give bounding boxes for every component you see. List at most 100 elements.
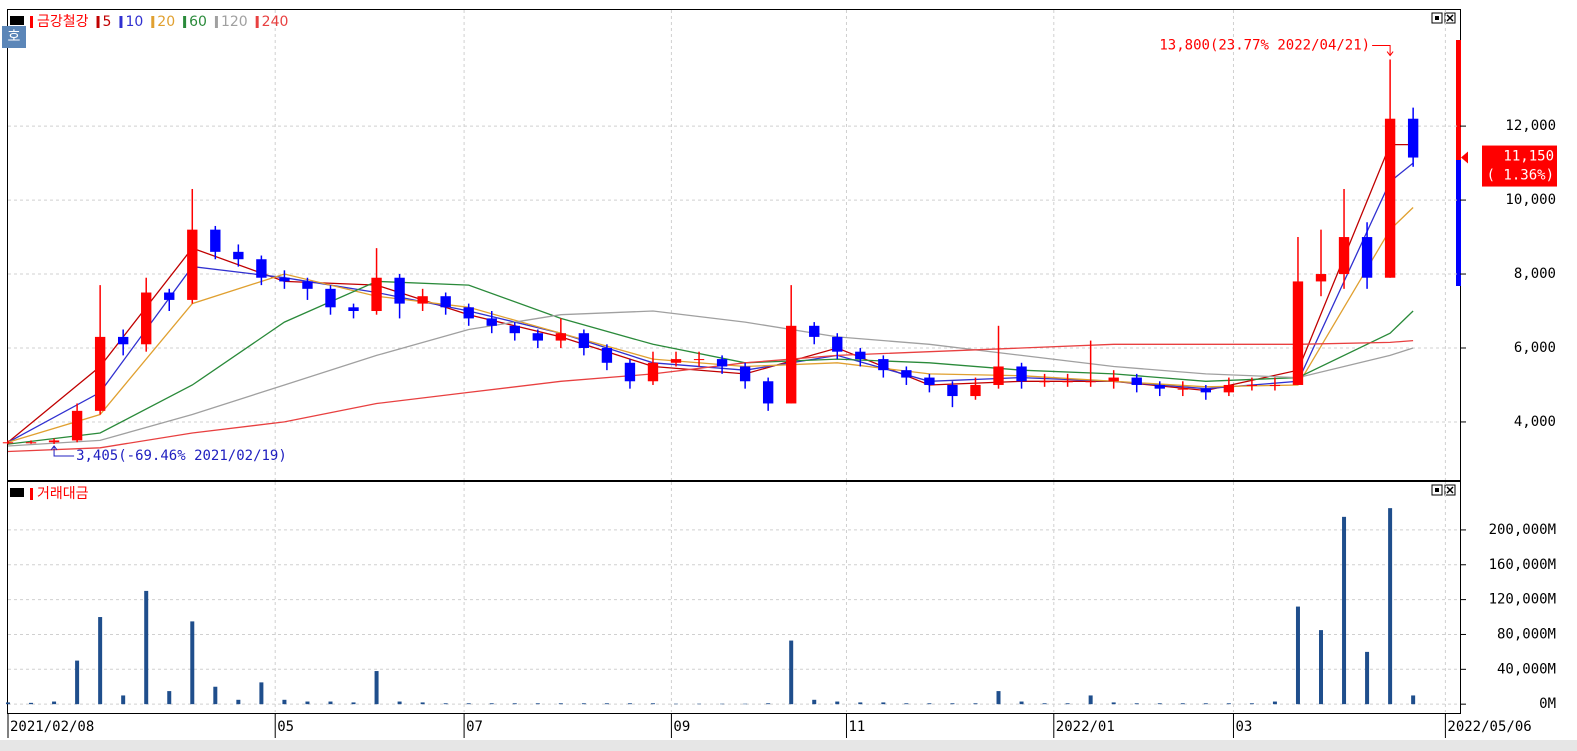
y-tick-label: 8,000 <box>1514 266 1556 282</box>
volume-bar <box>789 640 794 705</box>
annotation-arrow <box>1372 45 1394 57</box>
candle-body <box>1361 237 1373 278</box>
candle-body <box>901 370 912 378</box>
candle-body <box>463 307 474 319</box>
volume-bar <box>927 703 932 705</box>
candle-body <box>1200 388 1212 393</box>
volume-bar <box>535 703 540 705</box>
candle-body <box>878 359 889 371</box>
candle-body <box>348 307 359 312</box>
volume-bar <box>1319 630 1324 705</box>
panel-icon <box>10 16 24 25</box>
candle-body <box>417 296 428 304</box>
volume-bar <box>236 699 241 705</box>
volume-bar <box>1157 703 1162 705</box>
range-indicator-down <box>1456 160 1461 286</box>
candle-body <box>970 384 981 397</box>
volume-bar <box>397 701 402 705</box>
volume-bar <box>904 703 909 705</box>
volume-bar <box>881 702 886 705</box>
candle-body <box>1039 381 1050 383</box>
side-button-label[interactable]: 호 <box>8 29 21 45</box>
volume-bar <box>29 702 34 705</box>
candle-body <box>555 333 567 341</box>
minimize-icon <box>1435 16 1439 20</box>
volume-bar <box>996 691 1001 705</box>
volume-bar <box>697 703 702 705</box>
volume-bar <box>812 699 817 705</box>
legend-swatch <box>255 16 259 28</box>
candle-body <box>509 325 520 334</box>
candle-body <box>1223 384 1235 393</box>
range-indicator-up <box>1456 40 1461 160</box>
candle-body <box>48 440 60 443</box>
legend-swatch <box>151 16 155 28</box>
candle-body <box>1292 281 1304 385</box>
annotation-arrow <box>50 445 75 457</box>
volume-bar <box>858 702 863 705</box>
y-tick-label: 160,000M <box>1489 557 1556 573</box>
candle-body <box>693 359 705 361</box>
volume-bar <box>627 703 632 705</box>
candle-body <box>1338 237 1350 275</box>
volume-bar <box>121 695 126 705</box>
volume-bar <box>1411 695 1416 705</box>
candle-body <box>117 336 129 345</box>
plot-layers: 4,000 6,000 8,000 10,000 12,000 13,800(23.77%… <box>2 10 1557 738</box>
volume-bar <box>52 701 57 705</box>
volume-bar <box>1065 703 1070 705</box>
candle-body <box>855 351 866 360</box>
volume-bar <box>1295 606 1300 705</box>
candle-body <box>532 333 543 341</box>
side-button[interactable] <box>2 26 26 48</box>
candle-body <box>302 281 313 289</box>
candle-body <box>1016 366 1027 382</box>
legend: 금강철강 5 10 20 60 120 240 <box>10 14 288 30</box>
moving-average-line <box>7 310 1414 447</box>
y-tick-label: 4,000 <box>1514 414 1556 430</box>
volume-bar <box>1365 651 1370 705</box>
volume-bar <box>1342 516 1347 705</box>
close-icon <box>1446 14 1454 22</box>
candle-body <box>1154 384 1165 389</box>
candle-body <box>94 336 106 411</box>
volume-bar <box>282 699 287 705</box>
candle-body <box>440 296 451 308</box>
legend-label: 10 <box>125 14 143 30</box>
minimize-icon <box>1435 488 1439 492</box>
volume-bar <box>466 703 471 705</box>
volume-bar <box>743 703 748 705</box>
volume-bar <box>650 703 655 705</box>
volume-bar <box>144 590 149 705</box>
volume-bar <box>328 701 333 705</box>
candle-body <box>1315 274 1327 282</box>
candle-body <box>947 384 958 397</box>
legend-label: 5 <box>103 14 112 30</box>
legend-label: 240 <box>262 14 289 30</box>
candle-body <box>233 251 244 260</box>
last-price-label: 11,150 <box>1503 149 1554 165</box>
candle-body <box>1131 377 1142 385</box>
volume-bar <box>420 702 425 705</box>
volume-bar <box>720 703 725 705</box>
candle-body <box>164 292 175 300</box>
volume-bar <box>1249 703 1254 705</box>
volume-bar <box>1388 508 1393 705</box>
volume-bar <box>581 703 586 705</box>
volume-bar <box>1180 703 1185 705</box>
volume-bar <box>213 686 218 705</box>
volume-bar <box>558 703 563 705</box>
candle-body <box>624 362 636 382</box>
candle-body <box>279 277 290 282</box>
candle-body <box>993 366 1004 385</box>
panel-title: 거래대금 <box>37 486 89 502</box>
volume-bar <box>443 703 448 705</box>
legend: 거래대금 <box>10 486 89 502</box>
annotation-text: 13,800(23.77% 2022/04/21) <box>1159 38 1370 54</box>
candle-body <box>1085 381 1096 383</box>
volume-bar <box>835 701 840 705</box>
candle-body <box>809 325 820 337</box>
volume-bar <box>1111 702 1116 705</box>
